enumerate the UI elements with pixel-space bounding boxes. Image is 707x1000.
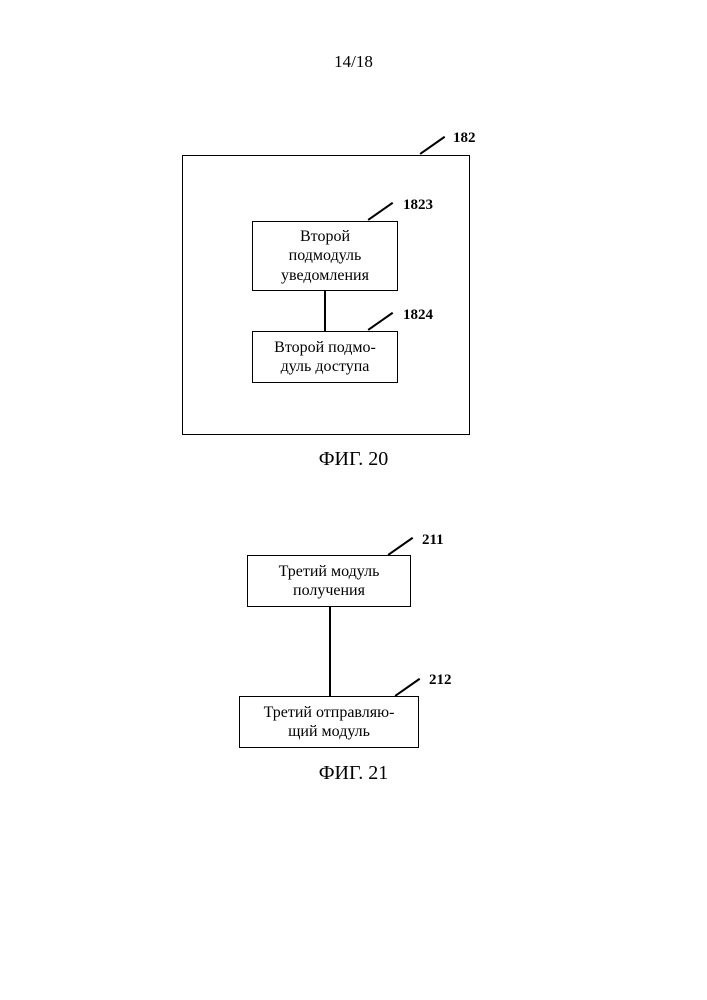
fig21-caption: ФИГ. 21 bbox=[0, 762, 707, 785]
fig20-outer-leader-line bbox=[420, 136, 445, 154]
fig20-caption: ФИГ. 20 bbox=[0, 448, 707, 471]
fig20-box2-ref-label: 1824 bbox=[403, 307, 433, 324]
fig20-box2-text: Второй подмо- дуль доступа bbox=[274, 338, 376, 376]
page-number: 14/18 bbox=[0, 52, 707, 72]
fig20-box1-ref-label: 1823 bbox=[403, 197, 433, 214]
fig21-box2-text: Третий отправляю- щий модуль bbox=[264, 703, 395, 741]
fig21-send-module-box: Третий отправляю- щий модуль bbox=[239, 696, 419, 748]
fig21-receive-module-box: Третий модуль получения bbox=[247, 555, 411, 607]
fig20-submodule-access-box: Второй подмо- дуль доступа bbox=[252, 331, 398, 383]
fig20-submodule-notification-box: Второй подмодуль уведомления bbox=[252, 221, 398, 291]
fig20-outer-ref-label: 182 bbox=[453, 130, 476, 147]
fig20-box1-text: Второй подмодуль уведомления bbox=[281, 227, 369, 285]
fig21-box1-text: Третий модуль получения bbox=[279, 562, 380, 600]
fig21-box2-ref-label: 212 bbox=[429, 672, 452, 689]
fig21-box1-ref-label: 211 bbox=[422, 532, 444, 549]
fig20-box1-leader-line bbox=[368, 202, 393, 220]
fig20-connector-line bbox=[324, 291, 326, 331]
fig20-outer-box: Второй подмодуль уведомления 1823 Второй… bbox=[182, 155, 470, 435]
fig21-box2-leader-line bbox=[395, 678, 420, 696]
fig20-box2-leader-line bbox=[368, 312, 393, 330]
fig21-connector-line bbox=[329, 607, 331, 696]
fig21-box1-leader-line bbox=[388, 537, 413, 555]
